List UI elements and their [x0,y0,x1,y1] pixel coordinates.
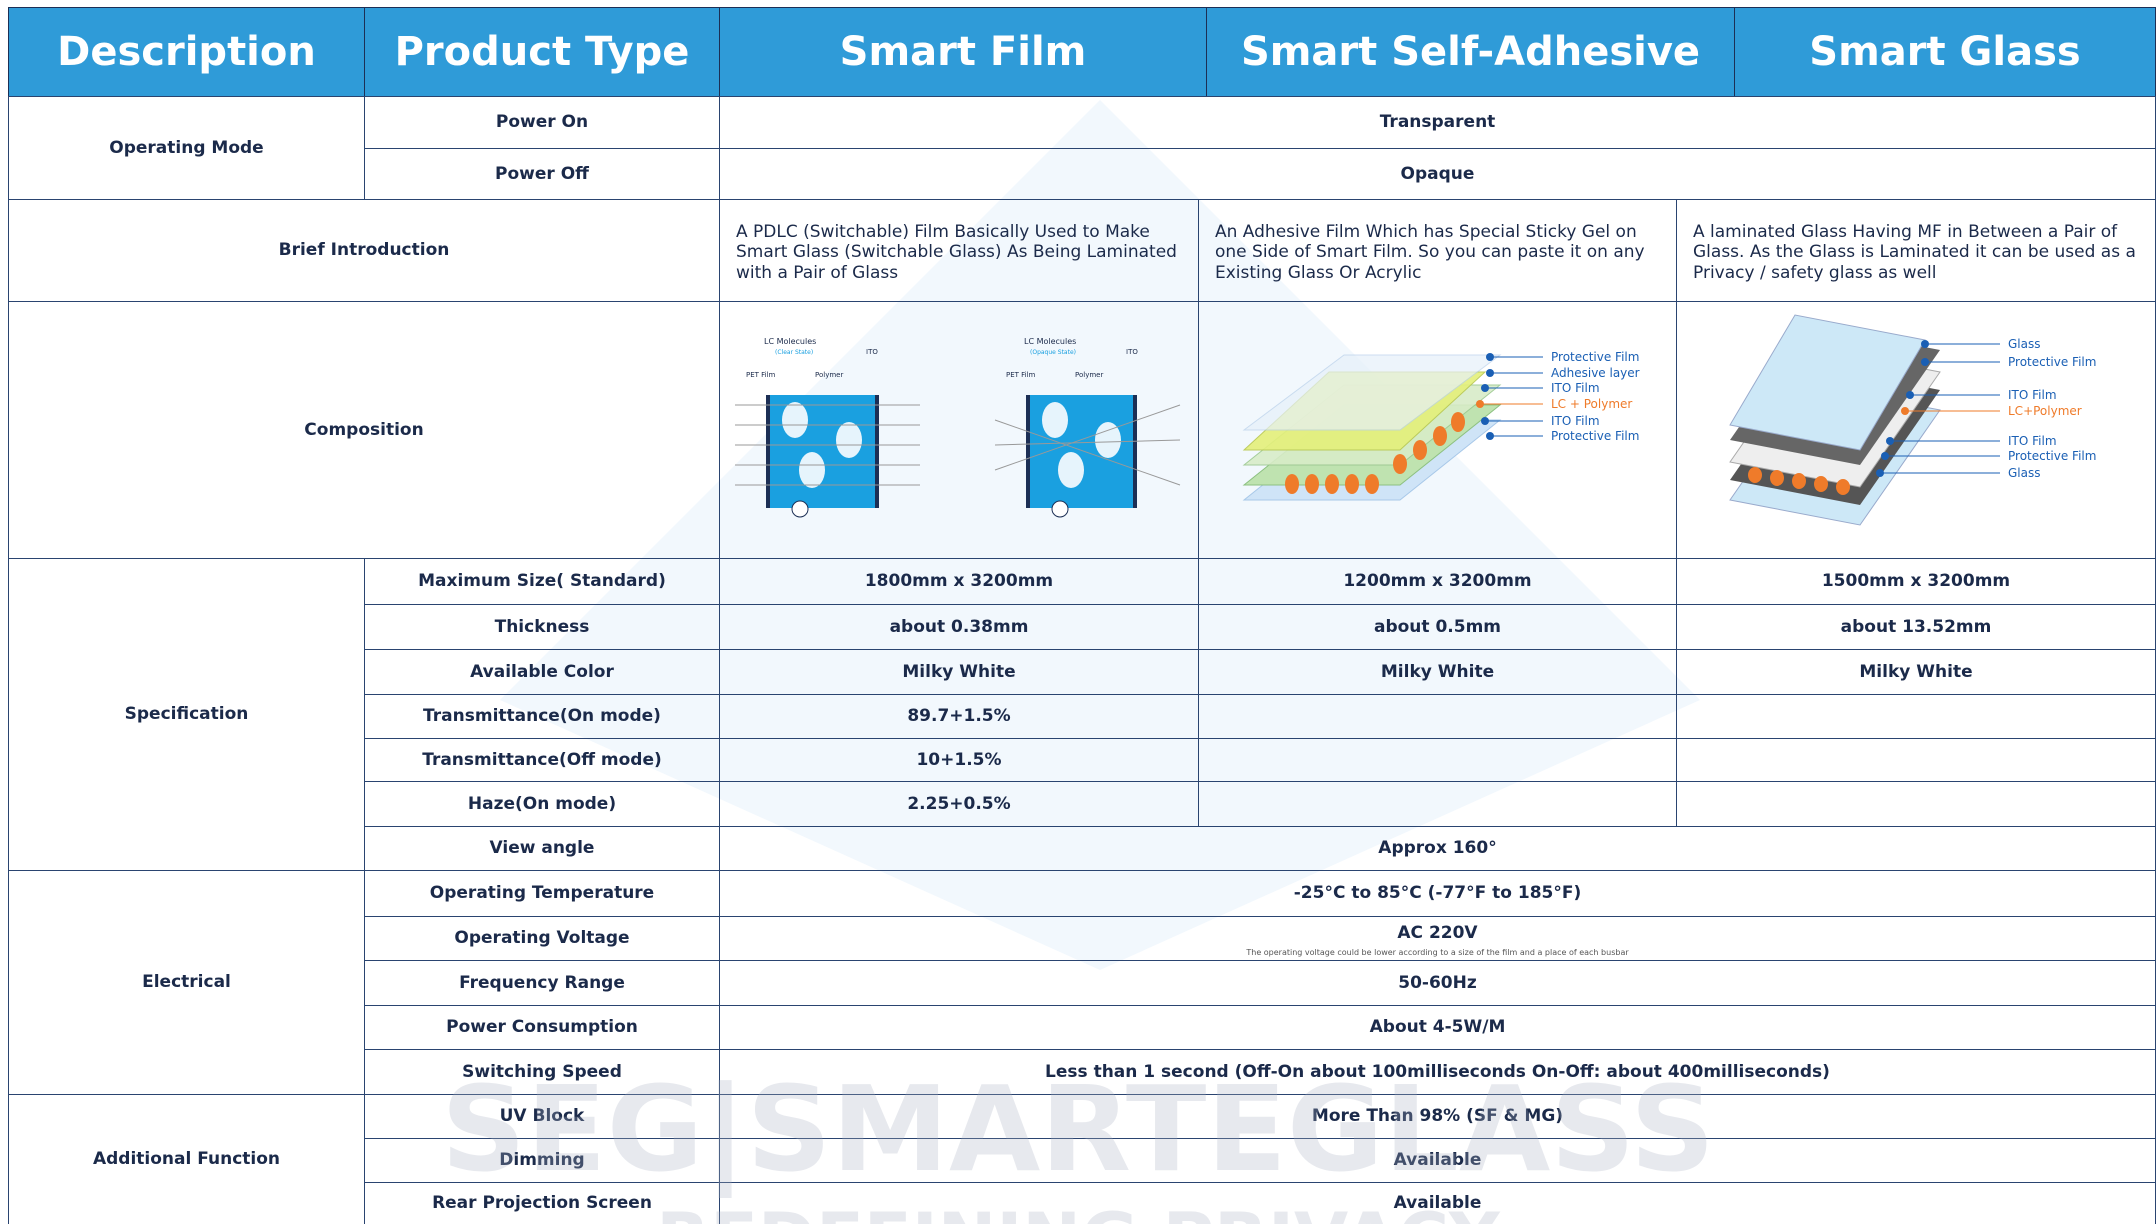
row-label: Transmittance(On mode) [364,694,720,739]
value-cell: Milky White [1198,649,1677,695]
value-cell: 89.7+1.5% [719,694,1199,739]
value-cell: AC 220V The operating voltage could be lo… [719,916,2156,961]
row-label: Power On [364,96,720,149]
value-cell: 10+1.5% [719,738,1199,782]
value-cell [1198,694,1677,739]
intro-cell: An Adhesive Film Which has Special Stick… [1198,199,1677,302]
row-label: Transmittance(Off mode) [364,738,720,782]
note: The operating voltage could be lower acc… [1246,948,1629,958]
row-label: View angle [364,826,720,871]
row-label: Operating Voltage [364,916,720,961]
value-cell [1676,738,2156,782]
row-label: Available Color [364,649,720,695]
intro-cell: A PDLC (Switchable) Film Basically Used … [719,199,1199,302]
value-cell: Milky White [1676,649,2156,695]
row-label: Haze(On mode) [364,781,720,827]
group-label: Composition [8,301,720,559]
row-label: Thickness [364,604,720,650]
value-cell: 1500mm x 3200mm [1676,558,2156,605]
group-label: Specification [8,558,365,871]
watermark: REDEFINING PRIVACY [0,1198,2156,1224]
diagram-cell [1198,301,1677,559]
value-cell [1676,694,2156,739]
row-label: Frequency Range [364,960,720,1006]
diagram-cell [1676,301,2156,559]
value-cell: 50-60Hz [719,960,2156,1006]
value-cell [1198,738,1677,782]
value-cell: about 0.5mm [1198,604,1677,650]
value-cell: Approx 160° [719,826,2156,871]
group-label: Operating Mode [8,96,365,200]
row-label: Power Consumption [364,1005,720,1050]
value-cell: 2.25+0.5% [719,781,1199,827]
value-cell: about 0.38mm [719,604,1199,650]
value-cell: 1200mm x 3200mm [1198,558,1677,605]
row-label: Maximum Size( Standard) [364,558,720,605]
header-cell: Description [8,7,365,97]
header-cell: Smart Self-Adhesive [1206,7,1735,97]
value-cell: -25°C to 85°C (-77°F to 185°F) [719,870,2156,917]
value-cell: Opaque [719,148,2156,200]
value-cell [1198,781,1677,827]
intro-cell: A laminated Glass Having MF in Between a… [1676,199,2156,302]
value-cell [1676,781,2156,827]
value-cell: Transparent [719,96,2156,149]
group-label: Brief Introduction [8,199,720,302]
header-cell: Product Type [364,7,720,97]
diagram-cell [719,301,1199,559]
row-label: Power Off [364,148,720,200]
value-cell: About 4-5W/M [719,1005,2156,1050]
value-cell: about 13.52mm [1676,604,2156,650]
header-cell: Smart Glass [1734,7,2156,97]
value-cell: Milky White [719,649,1199,695]
header-cell: Smart Film [719,7,1207,97]
row-label: Operating Temperature [364,870,720,917]
watermark: SEG|SMARTEGLASS [441,1060,1715,1198]
value-cell: 1800mm x 3200mm [719,558,1199,605]
